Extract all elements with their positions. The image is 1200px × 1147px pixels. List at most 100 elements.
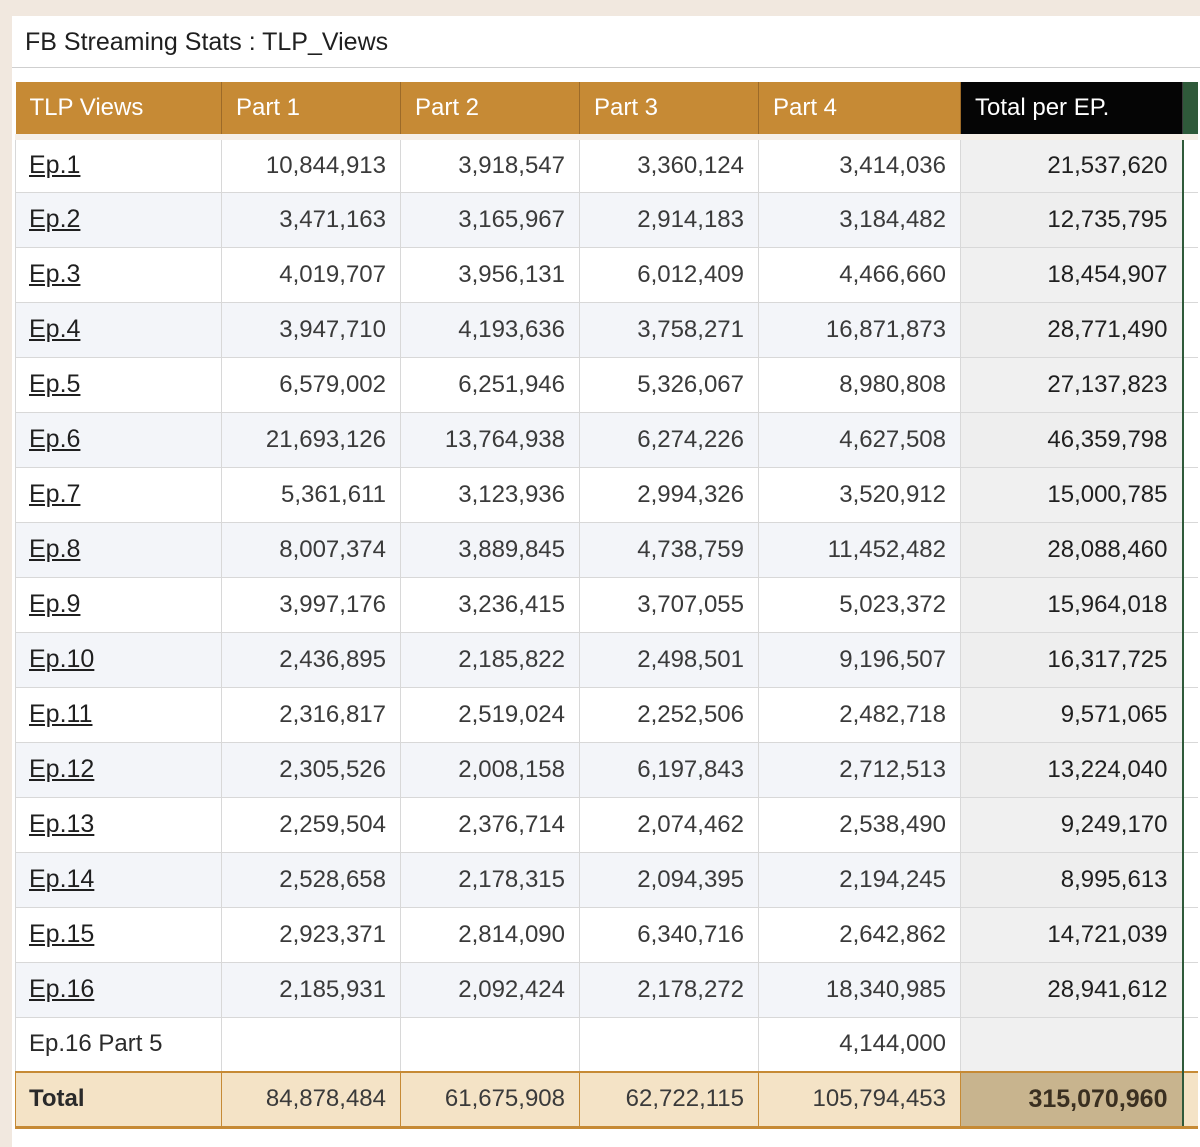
episode-cell: Ep.15 — [15, 906, 222, 963]
episode-link[interactable]: Ep.3 — [29, 260, 81, 288]
part-3-views-cell: 6,274,226 — [579, 411, 759, 468]
totals-part-3: 62,722,115 — [579, 1071, 759, 1127]
grand-total: 315,070,960 — [960, 1071, 1183, 1127]
offscreen-column-cell — [1181, 851, 1198, 908]
part-3-views-cell: 4,738,759 — [579, 521, 759, 578]
part-4-views-cell: 4,466,660 — [758, 246, 961, 303]
episode-link[interactable]: Ep.11 — [29, 700, 93, 728]
offscreen-column-cell — [1181, 191, 1198, 248]
episode-link[interactable]: Ep.14 — [29, 865, 95, 893]
column-header-part-2[interactable]: Part 2 — [400, 82, 580, 140]
part-2-views-cell: 2,178,315 — [400, 851, 580, 908]
part-3-views-cell: 6,340,716 — [579, 906, 759, 963]
table-row: Ep.11 2,316,817 2,519,024 2,252,506 2,482,71… — [15, 686, 1198, 743]
episode-cell: Ep.16 — [15, 961, 222, 1018]
episode-link[interactable]: Ep.4 — [29, 315, 81, 343]
offscreen-column-cell — [1181, 1071, 1198, 1127]
column-header-part-4[interactable]: Part 4 — [758, 82, 961, 140]
offscreen-column-cell — [1181, 631, 1198, 688]
episode-link[interactable]: Ep.9 — [29, 590, 81, 618]
column-header-total-per-ep[interactable]: Total per EP. — [960, 82, 1183, 140]
episode-cell: Ep.13 — [15, 796, 222, 853]
totals-label: Total — [15, 1071, 222, 1127]
offscreen-column-cell — [1181, 466, 1198, 523]
column-header-part-1[interactable]: Part 1 — [221, 82, 401, 140]
offscreen-column-cell — [1181, 411, 1198, 468]
episode-cell: Ep.2 — [15, 191, 222, 248]
episode-link[interactable]: Ep.10 — [29, 645, 95, 673]
part-1-views-cell: 3,947,710 — [221, 301, 401, 358]
column-header-offscreen — [1182, 82, 1198, 140]
total-per-ep-cell: 12,735,795 — [960, 191, 1183, 248]
part-1-views-cell: 21,693,126 — [221, 411, 401, 468]
part-1-views-cell: 10,844,913 — [221, 136, 401, 193]
part-4-views-cell: 2,712,513 — [758, 741, 961, 798]
part-3-views-cell: 2,498,501 — [579, 631, 759, 688]
episode-cell: Ep.12 — [15, 741, 222, 798]
part-2-views-cell: 3,165,967 — [400, 191, 580, 248]
part-4-views-cell: 3,414,036 — [758, 136, 961, 193]
column-header-part-3[interactable]: Part 3 — [579, 82, 759, 140]
total-per-ep-cell: 28,771,490 — [960, 301, 1183, 358]
total-per-ep-cell: 21,537,620 — [960, 136, 1183, 193]
episode-link[interactable]: Ep.15 — [29, 920, 95, 948]
part-2-views-cell: 2,814,090 — [400, 906, 580, 963]
total-per-ep-cell: 18,454,907 — [960, 246, 1183, 303]
part-1-views-cell: 2,528,658 — [221, 851, 401, 908]
episode-link[interactable]: Ep.2 — [29, 205, 81, 233]
episode-link[interactable]: Ep.8 — [29, 535, 81, 563]
totals-part-2: 61,675,908 — [400, 1071, 580, 1127]
episode-cell: Ep.3 — [15, 246, 222, 303]
table-row: Ep.1 10,844,913 3,918,547 3,360,124 3,414,03… — [15, 136, 1198, 193]
table-row: Ep.4 3,947,710 4,193,636 3,758,271 16,871,87… — [15, 301, 1198, 358]
part-3-views-cell: 6,197,843 — [579, 741, 759, 798]
part-1-views-cell: 5,361,611 — [221, 466, 401, 523]
table-row: Ep.9 3,997,176 3,236,415 3,707,055 5,023,372… — [15, 576, 1198, 633]
offscreen-column-cell — [1181, 576, 1198, 633]
part-1-views-cell: 8,007,374 — [221, 521, 401, 578]
column-header-tlp-views[interactable]: TLP Views — [15, 82, 222, 140]
part-4-views-cell: 4,627,508 — [758, 411, 961, 468]
table-container: TLP Views Part 1 Part 2 Part 3 Part 4 To… — [15, 82, 1200, 1147]
part-2-views-cell: 2,519,024 — [400, 686, 580, 743]
total-per-ep-cell: 28,941,612 — [960, 961, 1183, 1018]
part-4-views-cell: 2,642,862 — [758, 906, 961, 963]
part-1-views-cell: 3,471,163 — [221, 191, 401, 248]
episode-label: Ep.16 Part 5 — [29, 1030, 163, 1058]
part-4-views-cell: 3,520,912 — [758, 466, 961, 523]
episode-link[interactable]: Ep.13 — [29, 810, 95, 838]
part-2-views-cell: 13,764,938 — [400, 411, 580, 468]
total-per-ep-cell: 14,721,039 — [960, 906, 1183, 963]
part-4-views-cell: 9,196,507 — [758, 631, 961, 688]
part-3-views-cell: 2,914,183 — [579, 191, 759, 248]
part-2-views-cell: 3,236,415 — [400, 576, 580, 633]
part-3-views-cell: 2,094,395 — [579, 851, 759, 908]
page-title: FB Streaming Stats : TLP_Views — [25, 28, 389, 56]
episode-link[interactable]: Ep.1 — [29, 151, 81, 180]
part-3-views-cell: 2,252,506 — [579, 686, 759, 743]
part-4-views-cell: 2,194,245 — [758, 851, 961, 908]
episode-link[interactable]: Ep.5 — [29, 370, 81, 398]
table-row: Ep.10 2,436,895 2,185,822 2,498,501 9,196,50… — [15, 631, 1198, 688]
offscreen-column-cell — [1181, 961, 1198, 1018]
episode-link[interactable]: Ep.16 — [29, 975, 95, 1003]
episode-link[interactable]: Ep.7 — [29, 480, 81, 508]
table-row: Ep.7 5,361,611 3,123,936 2,994,326 3,520,912… — [15, 466, 1198, 523]
total-per-ep-cell: 8,995,613 — [960, 851, 1183, 908]
part-1-views-cell: 4,019,707 — [221, 246, 401, 303]
episode-cell: Ep.5 — [15, 356, 222, 413]
offscreen-column-cell — [1181, 356, 1198, 413]
offscreen-column-cell — [1181, 521, 1198, 578]
offscreen-column-cell — [1181, 741, 1198, 798]
part-4-views-cell: 2,538,490 — [758, 796, 961, 853]
total-per-ep-cell: 46,359,798 — [960, 411, 1183, 468]
totals-row: Total 84,878,484 61,675,908 62,722,115 1… — [15, 1071, 1198, 1127]
offscreen-column-cell — [1181, 136, 1198, 193]
episode-link[interactable]: Ep.6 — [29, 425, 81, 453]
part-4-views-cell: 4,144,000 — [758, 1016, 961, 1073]
totals-part-4: 105,794,453 — [758, 1071, 961, 1127]
episode-link[interactable]: Ep.12 — [29, 755, 95, 783]
table-row: Ep.5 6,579,002 6,251,946 5,326,067 8,980,808… — [15, 356, 1198, 413]
part-3-views-cell: 3,758,271 — [579, 301, 759, 358]
stats-table: TLP Views Part 1 Part 2 Part 3 Part 4 To… — [15, 82, 1198, 1129]
